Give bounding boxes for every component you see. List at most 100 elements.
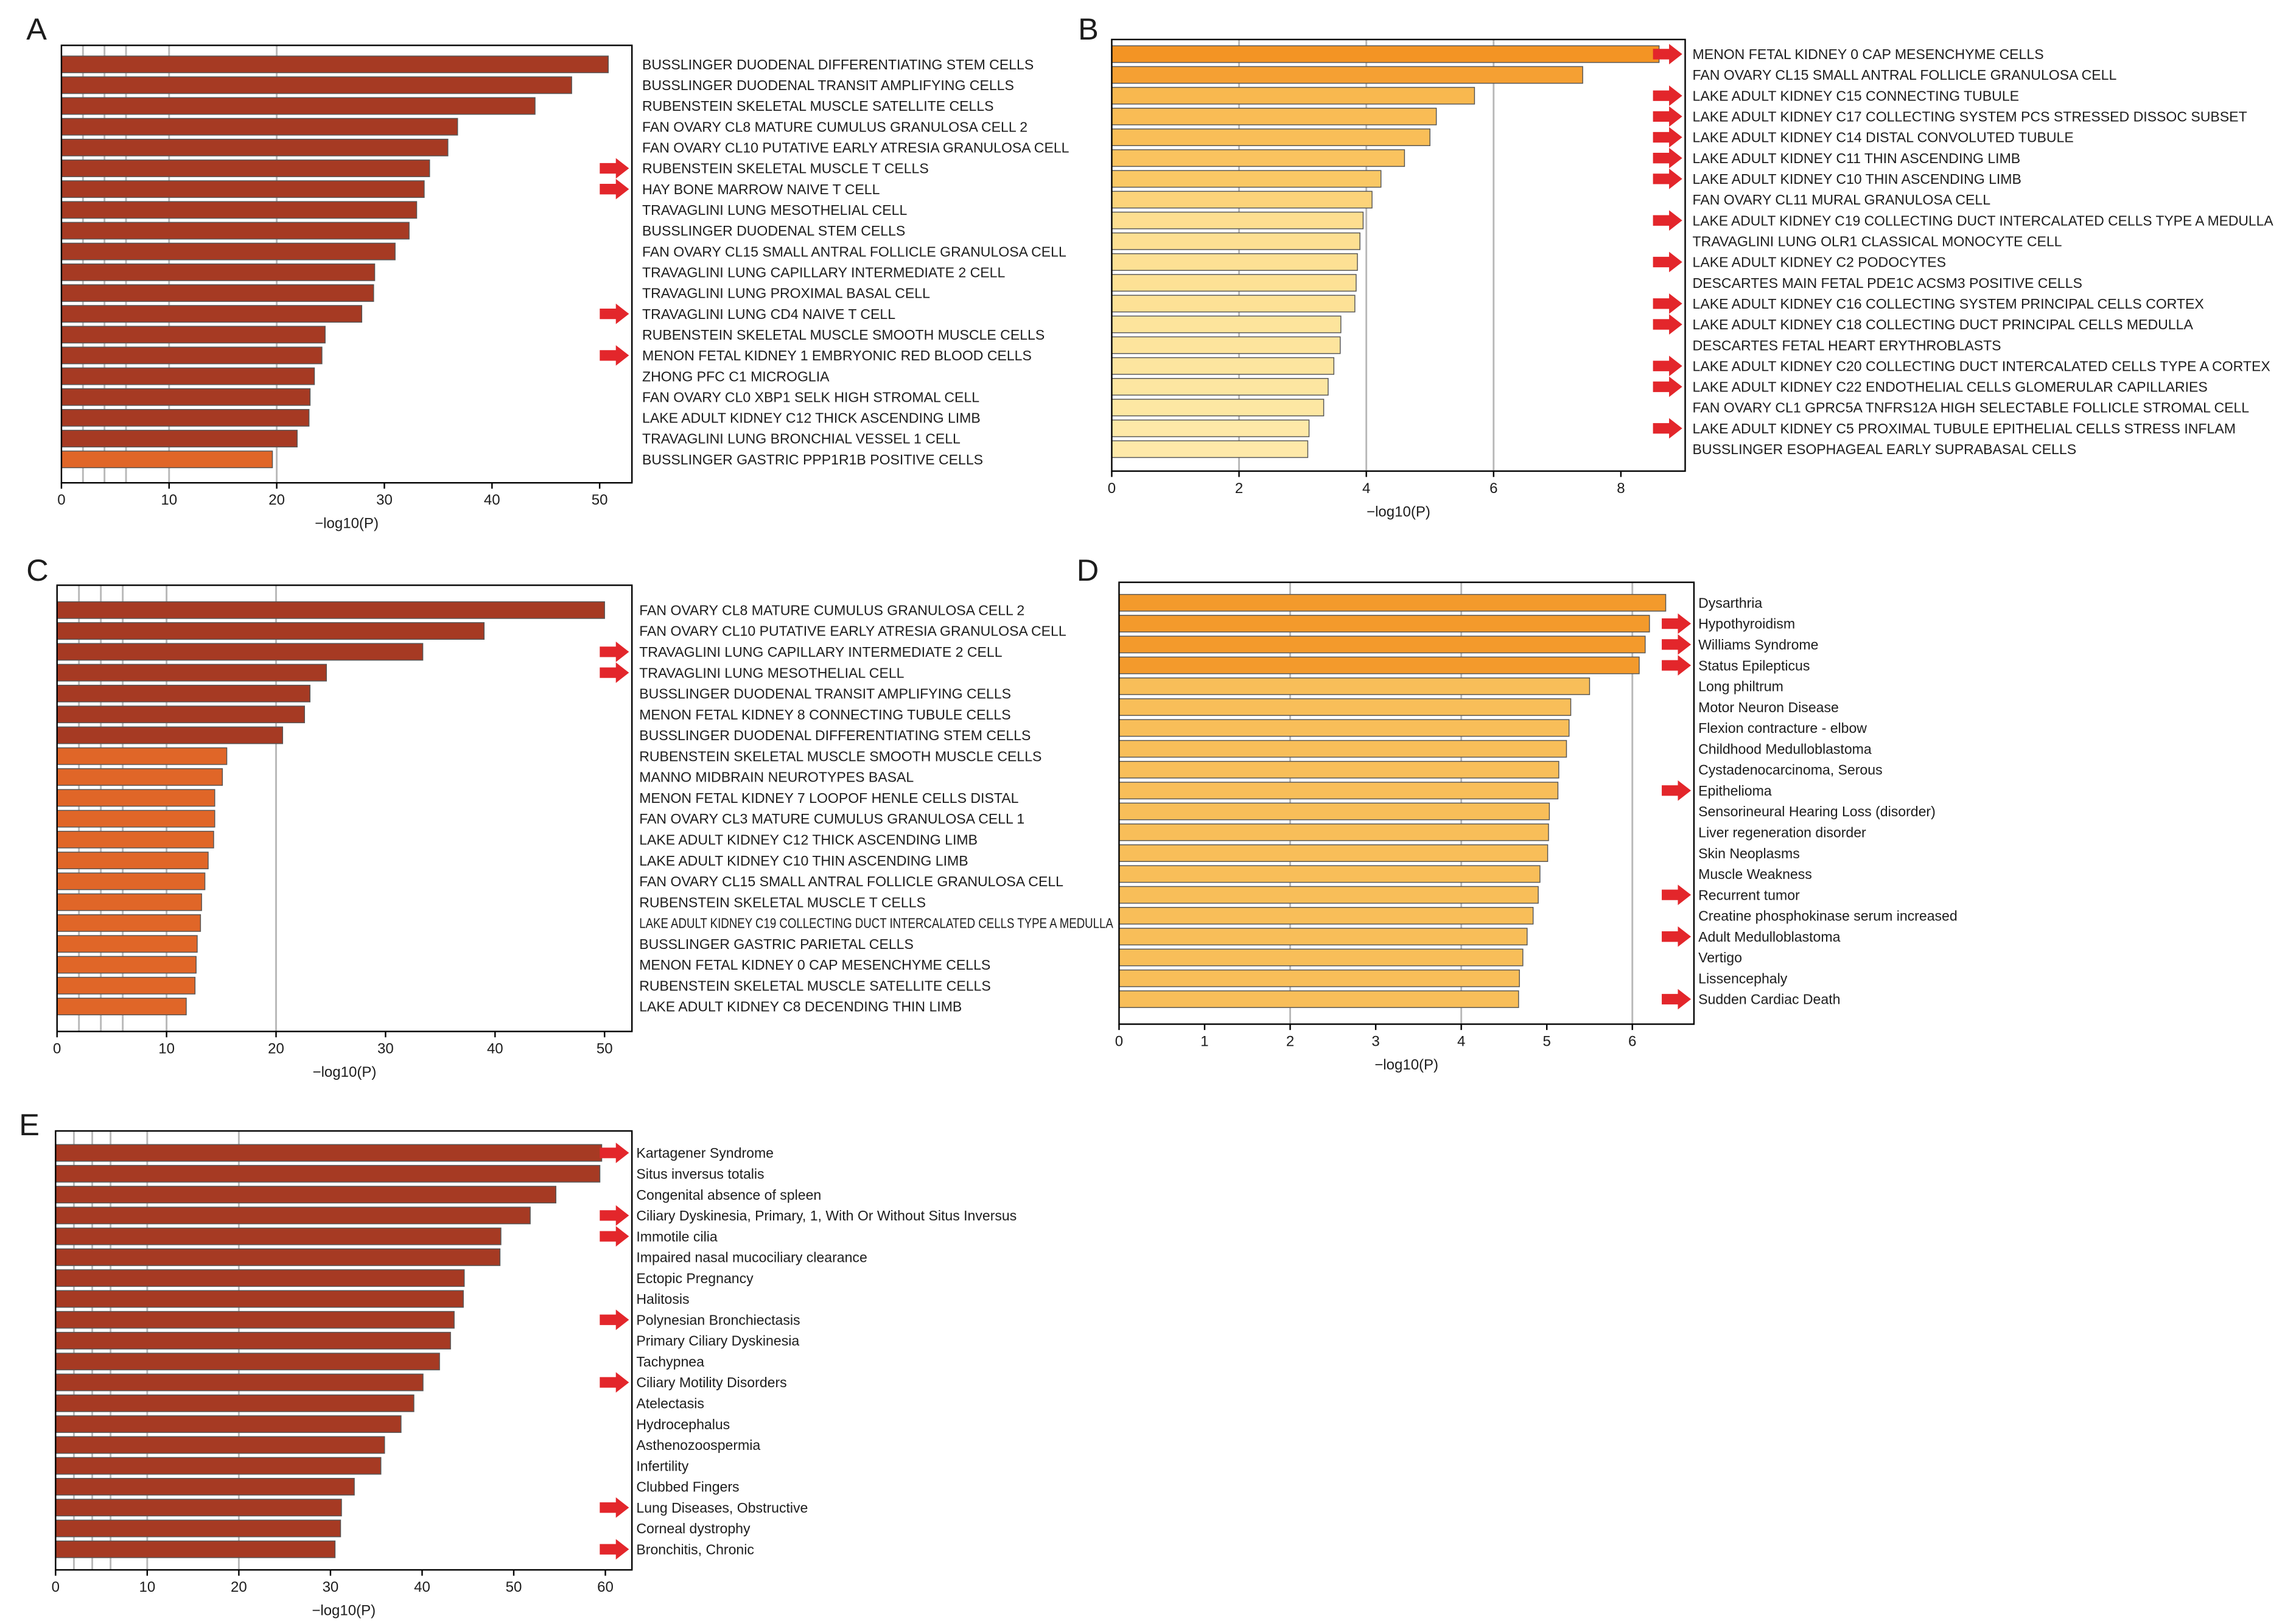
bar xyxy=(1111,149,1405,167)
red-arrow-icon xyxy=(1653,147,1682,169)
bar xyxy=(57,810,215,828)
bar xyxy=(1118,698,1572,716)
bar xyxy=(57,643,424,661)
bar xyxy=(1111,295,1356,313)
bar-label: FAN OVARY CL15 SMALL ANTRAL FOLLICLE GRA… xyxy=(639,873,1063,889)
bar xyxy=(55,1353,440,1371)
bar-label: Ciliary Motility Disorders xyxy=(636,1374,786,1390)
bar-label: TRAVAGLINI LUNG OLR1 CLASSICAL MONOCYTE … xyxy=(1693,234,2062,250)
bar xyxy=(61,159,430,177)
bar-label: Ciliary Dyskinesia, Primary, 1, With Or … xyxy=(636,1208,1017,1223)
bar-label: FAN OVARY CL11 MURAL GRANULOSA CELL xyxy=(1693,192,1991,208)
bar xyxy=(1111,419,1310,438)
bar-label: Corneal dystrophy xyxy=(636,1521,751,1536)
x-tick-label: 0 xyxy=(1115,1034,1123,1050)
red-arrow-icon xyxy=(1662,613,1692,634)
bar xyxy=(57,893,202,911)
x-tick-label: 20 xyxy=(231,1579,247,1595)
bar-label: Dysarthria xyxy=(1698,595,1762,611)
bar xyxy=(55,1164,601,1183)
plot-frame xyxy=(55,1130,633,1571)
bar-label: Childhood Medulloblastoma xyxy=(1698,741,1872,757)
bar-label: LAKE ADULT KIDNEY C22 ENDOTHELIAL CELLS … xyxy=(1693,379,2208,395)
bar xyxy=(55,1519,341,1538)
bar xyxy=(1118,761,1559,779)
x-tick-label: 1 xyxy=(1200,1034,1208,1050)
x-tick-label: 3 xyxy=(1371,1034,1379,1050)
bar-label: FAN OVARY CL1 GPRC5A TNFRS12A HIGH SELEC… xyxy=(1693,400,2250,416)
bar-label: BUSSLINGER DUODENAL TRANSIT AMPLIFYING C… xyxy=(639,686,1011,702)
bar-label: LAKE ADULT KIDNEY C8 DECENDING THIN LIMB xyxy=(639,999,962,1015)
bar-label: TRAVAGLINI LUNG CD4 NAIVE T CELL xyxy=(642,306,895,322)
bar-label: FAN OVARY CL3 MATURE CUMULUS GRANULOSA C… xyxy=(639,811,1024,827)
bar xyxy=(61,222,410,240)
bar xyxy=(55,1478,355,1496)
bar-label: BUSSLINGER ESOPHAGEAL EARLY SUPRABASAL C… xyxy=(1693,441,2077,457)
bar-label: Epithelioma xyxy=(1698,783,1772,799)
x-tick-label: 40 xyxy=(414,1579,430,1595)
bar-label: LAKE ADULT KIDNEY C12 THICK ASCENDING LI… xyxy=(639,832,978,848)
bar xyxy=(55,1186,556,1204)
bar xyxy=(1111,66,1583,84)
bar-label: DESCARTES FETAL HEART ERYTHROBLASTS xyxy=(1693,337,2001,353)
bar-label: Flexion contracture - elbow xyxy=(1698,720,1867,736)
bar xyxy=(57,726,284,744)
bar-label: Atelectasis xyxy=(636,1396,704,1412)
bar xyxy=(1111,357,1335,375)
bar xyxy=(1118,782,1559,800)
bar-label: Situs inversus totalis xyxy=(636,1166,764,1181)
bar-label: Status Epilepticus xyxy=(1698,657,1810,673)
bar-label: RUBENSTEIN SKELETAL MUSCLE SMOOTH MUSCLE… xyxy=(642,327,1045,343)
bar xyxy=(1111,170,1382,188)
bar-label: Skin Neoplasms xyxy=(1698,845,1800,861)
bar-label: Creatine phosphokinase serum increased xyxy=(1698,908,1958,924)
bar xyxy=(55,1540,336,1558)
bar xyxy=(1111,399,1325,416)
panel-e: E 0 10 20 30 40 50 60 −log10(P) Kartagener Syndro… xyxy=(19,1107,1017,1619)
bar xyxy=(57,601,605,619)
panel-letter: C xyxy=(26,553,48,587)
red-arrow-icon xyxy=(1653,314,1682,335)
bar xyxy=(1118,615,1650,632)
x-tick-label: 30 xyxy=(323,1579,339,1595)
bar xyxy=(1118,719,1570,737)
bar-label: Sudden Cardiac Death xyxy=(1698,992,1840,1007)
bar-label: Motor Neuron Disease xyxy=(1698,699,1839,715)
bar-label: FAN OVARY CL15 SMALL ANTRAL FOLLICLE GRA… xyxy=(1693,67,2117,83)
x-axis-label: −log10(P) xyxy=(312,1603,376,1619)
bar-label: HAY BONE MARROW NAIVE T CELL xyxy=(642,181,880,197)
x-tick-label: 60 xyxy=(597,1579,614,1595)
red-arrow-icon xyxy=(1662,884,1692,905)
bar xyxy=(61,408,310,427)
bar xyxy=(1111,45,1660,63)
bar-label: TRAVAGLINI LUNG CAPILLARY INTERMEDIATE 2… xyxy=(642,264,1006,280)
bar-label: BUSSLINGER GASTRIC PARIETAL CELLS xyxy=(639,936,914,952)
panel-b: B 0 2 4 6 8 −log10(P) MENON FETAL KIDNEY 0 CAP … xyxy=(1078,12,2273,520)
bar xyxy=(57,998,187,1015)
bar xyxy=(55,1311,455,1329)
x-axis-label: −log10(P) xyxy=(1374,1057,1438,1073)
bar-label: FAN OVARY CL15 SMALL ANTRAL FOLLICLE GRA… xyxy=(642,243,1066,259)
bar xyxy=(1118,740,1567,758)
bar xyxy=(1118,865,1541,883)
bar-label: LAKE ADULT KIDNEY C19 COLLECTING DUCT IN… xyxy=(639,915,1113,931)
bar-label: Sensorineural Hearing Loss (disorder) xyxy=(1698,803,1936,819)
red-arrow-icon xyxy=(600,1226,629,1247)
bar-label: LAKE ADULT KIDNEY C2 PODOCYTES xyxy=(1693,254,1947,270)
bar xyxy=(61,180,425,198)
bar-label: BUSSLINGER DUODENAL DIFFERENTIATING STEM… xyxy=(642,57,1034,72)
bar xyxy=(57,852,209,870)
red-arrow-icon xyxy=(1653,127,1682,148)
bar-label: LAKE ADULT KIDNEY C19 COLLECTING DUCT IN… xyxy=(1693,212,2274,228)
red-arrow-icon xyxy=(600,1497,629,1518)
bar-label: RUBENSTEIN SKELETAL MUSCLE T CELLS xyxy=(639,894,926,910)
x-tick-label: 50 xyxy=(597,1041,613,1057)
red-arrow-icon xyxy=(600,642,629,662)
x-tick-label: 10 xyxy=(139,1579,155,1595)
bar xyxy=(61,97,536,115)
red-arrow-icon xyxy=(1653,169,1682,189)
red-arrow-icon xyxy=(1653,210,1682,231)
x-tick-label: 20 xyxy=(268,1041,284,1057)
bar xyxy=(1118,886,1539,904)
